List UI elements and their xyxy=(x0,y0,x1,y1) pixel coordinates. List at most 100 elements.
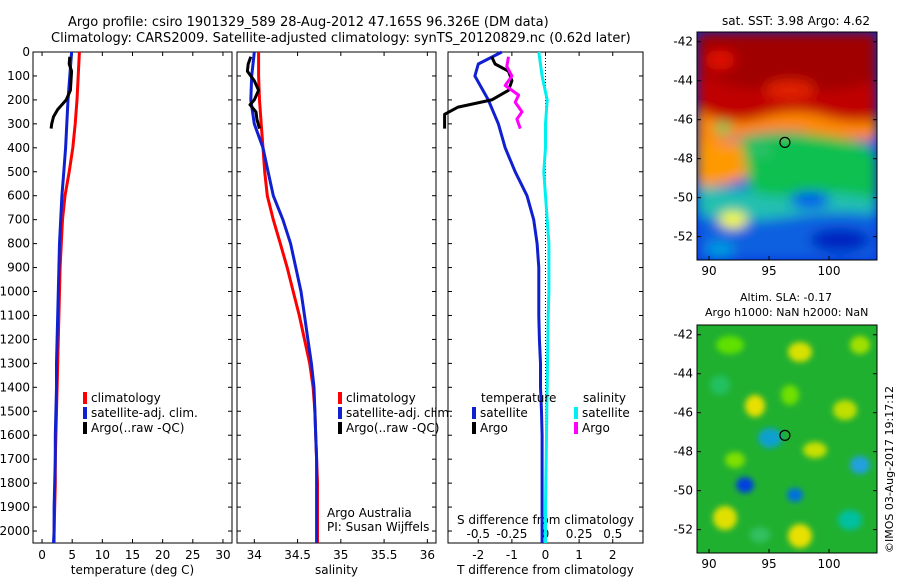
legend-swatch xyxy=(338,422,342,434)
x-axis-label: T difference from climatology xyxy=(456,563,634,577)
legend-swatch xyxy=(83,392,87,404)
sst-argo-marker xyxy=(779,136,791,148)
x-tick-label: -1 xyxy=(506,548,518,562)
series-line xyxy=(52,51,74,544)
y-tick-label: 1500 xyxy=(0,404,30,418)
legend-label: climatology xyxy=(346,391,416,405)
legend-label: Argo xyxy=(582,421,610,435)
legend-label: satellite-adj. clim. xyxy=(91,406,198,420)
annotation-text: Argo Australia xyxy=(327,506,412,520)
profile-panel-salinity: 34 34.5 35 35.5 36 salinity climatologysatelli… xyxy=(236,51,453,577)
legend-header-temperature: temperature xyxy=(481,391,556,405)
series-line xyxy=(503,56,524,130)
series-line xyxy=(257,52,319,543)
x-tick-label: 0 xyxy=(38,548,46,562)
profile-panel-difference: -2 -1 0 1 2T difference from climatology -0.5… xyxy=(443,50,644,577)
y-tick-label: 700 xyxy=(7,213,30,227)
map-y-tick-label: -48 xyxy=(673,152,693,166)
y-tick-label: 1700 xyxy=(0,452,30,466)
map-y-tick-label: -48 xyxy=(673,445,693,459)
map-y-tick-label: -52 xyxy=(673,230,693,244)
imos-watermark: ©IMOS 03-Aug-2017 19:17:12 xyxy=(883,386,896,553)
top-x-tick-label: -0.5 xyxy=(467,527,490,541)
x-tick-label: 35 xyxy=(333,548,348,562)
series-line xyxy=(249,51,319,543)
x-tick-label: 15 xyxy=(125,548,140,562)
y-tick-label: 1800 xyxy=(0,476,30,490)
legend-swatch xyxy=(83,407,87,419)
map-x-tick-label: 90 xyxy=(701,264,716,278)
y-tick-label: 200 xyxy=(7,93,30,107)
legend-swatch xyxy=(574,422,578,434)
sst-map-title: sat. SST: 3.98 Argo: 4.62 xyxy=(722,14,870,28)
series-line xyxy=(473,50,544,543)
map-y-tick-label: -46 xyxy=(673,113,693,127)
map-x-tick-label: 90 xyxy=(701,557,716,571)
y-tick-label: 1100 xyxy=(0,308,30,322)
legend-swatch xyxy=(338,392,342,404)
y-tick-label: 1300 xyxy=(0,356,30,370)
map-x-tick-label: 95 xyxy=(761,557,776,571)
x-axis-label: salinity xyxy=(315,563,358,577)
x-axis-label: temperature (deg C) xyxy=(71,563,194,577)
x-tick-label: -2 xyxy=(472,548,484,562)
top-x-tick-label: 0.25 xyxy=(566,527,593,541)
x-tick-label: 35.5 xyxy=(371,548,398,562)
legend-label: satellite xyxy=(480,406,528,420)
x-tick-label: 2 xyxy=(609,548,617,562)
header-line2: Climatology: CARS2009. Satellite-adjuste… xyxy=(51,31,631,46)
x-tick-label: 10 xyxy=(95,548,110,562)
legend-swatch xyxy=(472,407,476,419)
map-x-tick-label: 95 xyxy=(761,264,776,278)
y-tick-label: 400 xyxy=(7,141,30,155)
y-tick-label: 1200 xyxy=(0,332,30,346)
x-tick-label: 20 xyxy=(155,548,170,562)
map-y-tick-label: -44 xyxy=(673,367,693,381)
y-tick-label: 1000 xyxy=(0,285,30,299)
y-tick-label: 800 xyxy=(7,237,30,251)
series-line xyxy=(245,56,261,129)
legend-swatch xyxy=(574,407,578,419)
legend-label: Argo(..raw -QC) xyxy=(91,421,184,435)
x-tick-label: 0 xyxy=(542,548,550,562)
map-y-tick-label: -50 xyxy=(673,484,693,498)
x-tick-label: 34.5 xyxy=(284,548,311,562)
map-y-tick-label: -42 xyxy=(673,35,693,49)
sla-argo-marker xyxy=(779,429,791,441)
y-tick-label: 2000 xyxy=(0,524,30,538)
series-line xyxy=(443,56,514,129)
profile-panel-temperature: 0100200300400500600700800900100011001200… xyxy=(0,45,233,577)
y-tick-label: 600 xyxy=(7,189,30,203)
y-tick-label: 1900 xyxy=(0,500,30,514)
x-tick-label: 36 xyxy=(420,548,435,562)
x-tick-label: 30 xyxy=(215,548,230,562)
legend-header-salinity: salinity xyxy=(583,391,626,405)
legend-swatch xyxy=(472,422,476,434)
map-y-tick-label: -52 xyxy=(673,523,693,537)
map-x-tick-label: 100 xyxy=(818,264,841,278)
top-x-tick-label: -0.25 xyxy=(496,527,527,541)
x-tick-label: 34 xyxy=(247,548,262,562)
map-y-tick-label: -44 xyxy=(673,74,693,88)
y-tick-label: 1400 xyxy=(0,380,30,394)
y-tick-label: 100 xyxy=(7,69,30,83)
map-y-tick-label: -50 xyxy=(673,191,693,205)
sst-map: sat. SST: 3.98 Argo: 4.62 xyxy=(673,14,878,278)
map-x-tick-label: 100 xyxy=(818,557,841,571)
legend-label: Argo(..raw -QC) xyxy=(346,421,439,435)
panel-frame xyxy=(236,51,437,544)
legend-label: climatology xyxy=(91,391,161,405)
y-tick-label: 300 xyxy=(7,117,30,131)
sst-map-frame xyxy=(696,31,878,261)
sla-map-title: Altim. SLA: -0.17 xyxy=(740,291,832,304)
sla-map-frame xyxy=(696,324,878,554)
legend-swatch xyxy=(83,422,87,434)
series-line xyxy=(537,51,551,543)
x-tick-label: 5 xyxy=(68,548,76,562)
y-tick-label: 0 xyxy=(22,45,30,59)
legend-label: satellite-adj. clim. xyxy=(346,406,453,420)
sla-map: Altim. SLA: -0.17 Argo h1000: NaN h2000:… xyxy=(673,291,878,571)
y-tick-label: 900 xyxy=(7,261,30,275)
series-line xyxy=(49,56,74,129)
